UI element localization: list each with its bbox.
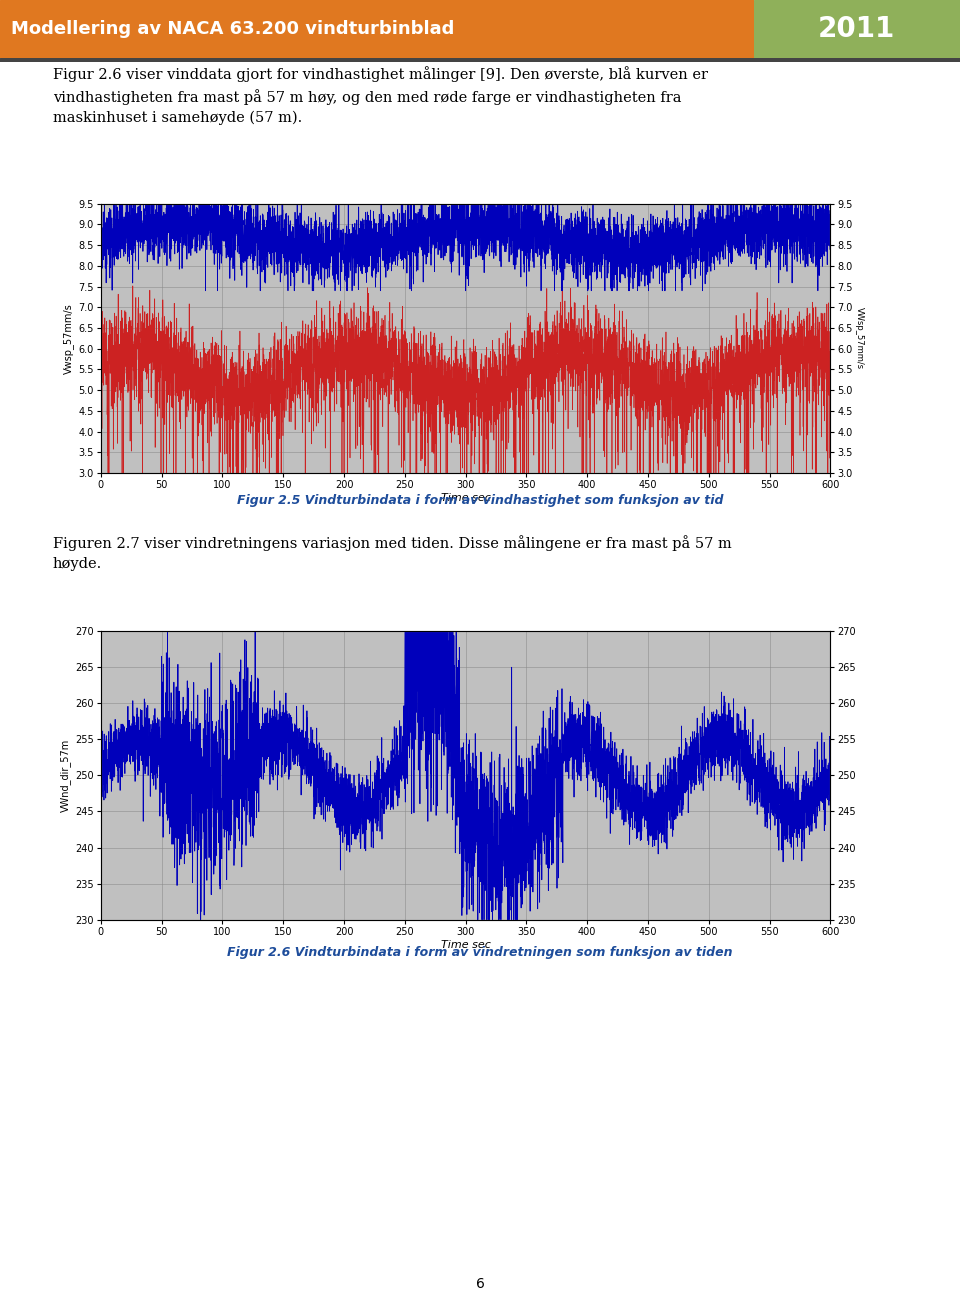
- Text: Figur 2.6 Vindturbindata i form av vindretningen som funksjon av tiden: Figur 2.6 Vindturbindata i form av vindr…: [228, 946, 732, 959]
- Text: Modellering av NACA 63.200 vindturbinblad: Modellering av NACA 63.200 vindturbinbla…: [12, 20, 455, 38]
- Y-axis label: VWnd_dir_57m: VWnd_dir_57m: [60, 738, 71, 812]
- Text: Figur 2.6 viser vinddata gjort for vindhastighet målinger [9]. Den øverste, blå : Figur 2.6 viser vinddata gjort for vindh…: [53, 66, 708, 125]
- Y-axis label: VWsp_57mm/s: VWsp_57mm/s: [855, 307, 864, 369]
- Text: Figuren 2.7 viser vindretningens variasjon med tiden. Disse målingene er fra mas: Figuren 2.7 viser vindretningens variasj…: [53, 535, 732, 570]
- X-axis label: Time sec: Time sec: [441, 493, 491, 503]
- Y-axis label: Vwsp_57mm/s: Vwsp_57mm/s: [63, 304, 74, 373]
- Text: 2011: 2011: [818, 16, 896, 43]
- Text: 6: 6: [475, 1277, 485, 1292]
- X-axis label: Time sec: Time sec: [441, 940, 491, 950]
- Text: Figur 2.5 Vindturbindata i form av vindhastighet som funksjon av tid: Figur 2.5 Vindturbindata i form av vindh…: [237, 494, 723, 507]
